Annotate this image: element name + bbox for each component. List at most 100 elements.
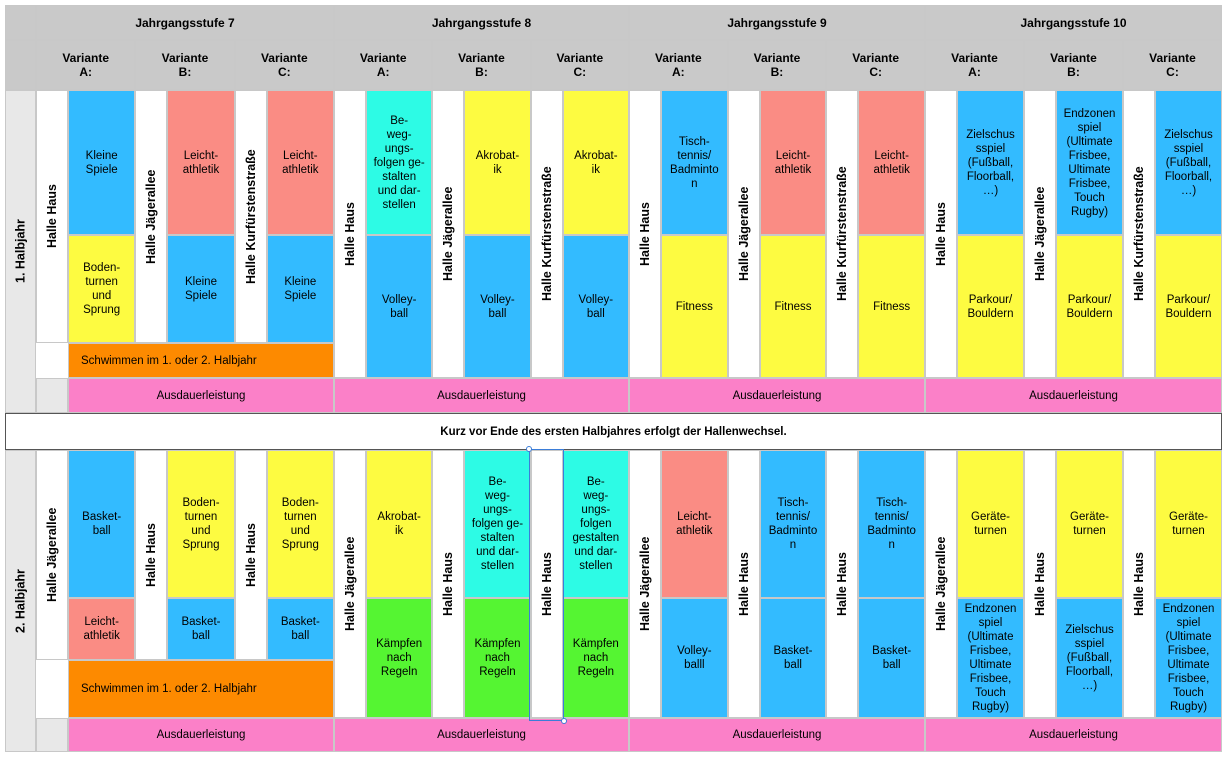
h2-activity-boden[interactable]: Boden- turnen und Sprung	[167, 450, 235, 598]
h1-hall-haus[interactable]: Halle Haus	[925, 90, 957, 378]
h1-ausdauer-bar[interactable]: Ausdauerleistung	[68, 378, 334, 413]
variant-header[interactable]: Variante C:	[530, 40, 629, 90]
h1-ausdauer-bar[interactable]: Ausdauerleistung	[629, 378, 925, 413]
h2-activity-kaempfen[interactable]: Kämpfen nach Regeln	[464, 598, 531, 718]
h1-activity-leicht[interactable]: Leicht- athletik	[759, 90, 827, 235]
variant-header[interactable]: Variante A:	[925, 40, 1024, 90]
variant-header[interactable]: Variante B:	[1024, 40, 1123, 90]
h2-activity-kaempfen[interactable]: Kämpfen nach Regeln	[366, 598, 433, 718]
variant-header[interactable]: Variante A:	[36, 40, 136, 90]
h2-activity-volley2[interactable]: Volley- balll	[661, 598, 728, 718]
h2-hall-jaeger[interactable]: Halle Jägerallee	[629, 450, 661, 718]
h2-activity-beweg_b[interactable]: Be- weg- ungs- folgen gestalten und dar-…	[562, 450, 629, 598]
h1-hall-haus[interactable]: Halle Haus	[334, 90, 366, 378]
h1-activity-parkour[interactable]: Parkour/ Bouldern	[1155, 235, 1222, 378]
grade-header[interactable]: Jahrgangsstufe 8	[334, 5, 629, 40]
h1-activity-volley[interactable]: Volley- ball	[366, 235, 433, 378]
h2-activity-basket[interactable]: Basket- ball	[858, 598, 925, 718]
h2-activity-zielschuss[interactable]: Zielschus sspiel (Fußball, Floorball, …)	[1056, 598, 1123, 718]
corner-cell[interactable]	[5, 5, 36, 40]
h2-hall-haus[interactable]: Halle Haus	[432, 450, 465, 718]
h1-hall-kurf[interactable]: Halle Kurfürstenstraße	[1123, 90, 1155, 378]
h2-hall-haus[interactable]: Halle Haus	[1123, 450, 1155, 718]
h1-hall-haus[interactable]: Halle Haus	[36, 90, 68, 343]
h2-activity-akro[interactable]: Akrobat- ik	[366, 450, 433, 598]
h1-activity-akro[interactable]: Akrobat- ik	[562, 90, 629, 235]
h1-activity-volley[interactable]: Volley- ball	[464, 235, 531, 378]
h1-hall-kurf[interactable]: Halle Kurfürstenstraße	[234, 90, 267, 343]
h2-activity-leicht[interactable]: Leicht- athletik	[68, 598, 136, 660]
h2-ausdauer-bar[interactable]: Ausdauerleistung	[334, 718, 629, 752]
h2-activity-kaempfen[interactable]: Kämpfen nach Regeln	[562, 598, 629, 718]
h1-activity-parkour[interactable]: Parkour/ Bouldern	[957, 235, 1024, 378]
h1-hall-jaeger[interactable]: Halle Jägerallee	[727, 90, 760, 378]
h1-activity-leicht[interactable]: Leicht- athletik	[167, 90, 235, 235]
h2-activity-geraete[interactable]: Geräte- turnen	[1155, 450, 1222, 598]
variant-header[interactable]: Variante B:	[432, 40, 531, 90]
h1-activity-beweg_a[interactable]: Be- weg- ungs- folgen ge- stalten und da…	[366, 90, 433, 235]
h1-activity-endzonen[interactable]: Endzonen spiel (Ultimate Frisbee, Ultima…	[1056, 90, 1123, 235]
h2-hall-haus[interactable]: Halle Haus	[530, 450, 563, 718]
h1-hall-kurf[interactable]: Halle Kurfürstenstraße	[826, 90, 859, 378]
h2-activity-basket[interactable]: Basket- ball	[759, 598, 827, 718]
h2-ausdauer-bar[interactable]: Ausdauerleistung	[925, 718, 1222, 752]
variant-header[interactable]: Variante C:	[234, 40, 334, 90]
h2-ausdauer-bar[interactable]: Ausdauerleistung	[629, 718, 925, 752]
variant-header[interactable]: Variante C:	[826, 40, 925, 90]
h1-activity-volley[interactable]: Volley- ball	[562, 235, 629, 378]
selection-handle[interactable]	[561, 718, 567, 724]
h1-activity-kleine[interactable]: Kleine Spiele	[266, 235, 334, 343]
empty-cell[interactable]	[36, 718, 68, 752]
h1-ausdauer-bar[interactable]: Ausdauerleistung	[925, 378, 1222, 413]
variant-header[interactable]: Variante C:	[1123, 40, 1222, 90]
h2-activity-tisch[interactable]: Tisch- tennis/ Badminto n	[858, 450, 925, 598]
h1-activity-leicht[interactable]: Leicht- athletik	[858, 90, 925, 235]
h1-activity-boden[interactable]: Boden- turnen und Sprung	[68, 235, 136, 343]
h2-activity-basket[interactable]: Basket- ball	[266, 598, 334, 660]
h1-hall-jaeger[interactable]: Halle Jägerallee	[135, 90, 168, 343]
h2-hall-haus[interactable]: Halle Haus	[234, 450, 267, 660]
variant-header[interactable]: Variante A:	[334, 40, 433, 90]
h2-activity-boden[interactable]: Boden- turnen und Sprung	[266, 450, 334, 598]
h2-activity-basket[interactable]: Basket- ball	[167, 598, 235, 660]
h1-hall-jaeger[interactable]: Halle Jägerallee	[432, 90, 465, 378]
corner-cell-2[interactable]	[5, 40, 36, 90]
h2-swimming-bar[interactable]: Schwimmen im 1. oder 2. Halbjahr	[68, 660, 334, 718]
hallenwechsel-note[interactable]: Kurz vor Ende des ersten Halbjahres erfo…	[5, 413, 1222, 450]
h1-activity-zielschuss[interactable]: Zielschus sspiel (Fußball, Floorball, …)	[957, 90, 1024, 235]
h2-activity-geraete[interactable]: Geräte- turnen	[1056, 450, 1123, 598]
variant-header[interactable]: Variante A:	[629, 40, 728, 90]
h2-activity-endzonen[interactable]: Endzonen spiel (Ultimate Frisbee, Ultima…	[957, 598, 1024, 718]
selection-handle[interactable]	[526, 446, 532, 452]
h2-activity-geraete[interactable]: Geräte- turnen	[957, 450, 1024, 598]
h2-hall-jaeger[interactable]: Halle Jägerallee	[334, 450, 366, 718]
h1-activity-kleine[interactable]: Kleine Spiele	[68, 90, 136, 235]
halfyear-label-2[interactable]: 2. Halbjahr	[5, 450, 36, 752]
h1-hall-jaeger[interactable]: Halle Jägerallee	[1024, 90, 1056, 378]
h1-activity-tisch[interactable]: Tisch- tennis/ Badminto n	[661, 90, 728, 235]
h2-activity-basket[interactable]: Basket- ball	[68, 450, 136, 598]
h1-activity-akro[interactable]: Akrobat- ik	[464, 90, 531, 235]
empty-cell[interactable]	[36, 378, 68, 413]
h1-activity-zielschuss[interactable]: Zielschus sspiel (Fußball, Floorball, …)	[1155, 90, 1222, 235]
h2-hall-haus[interactable]: Halle Haus	[727, 450, 760, 718]
halfyear-label-1[interactable]: 1. Halbjahr	[5, 90, 36, 413]
h1-hall-kurf[interactable]: Halle Kurfürstenstraße	[530, 90, 563, 378]
h1-swimming-bar[interactable]: Schwimmen im 1. oder 2. Halbjahr	[68, 343, 334, 378]
h1-activity-fitness[interactable]: Fitness	[858, 235, 925, 378]
h1-activity-parkour[interactable]: Parkour/ Bouldern	[1056, 235, 1123, 378]
h2-hall-jaeger[interactable]: Halle Jägerallee	[36, 450, 68, 660]
h2-hall-haus[interactable]: Halle Haus	[826, 450, 859, 718]
h2-activity-leicht[interactable]: Leicht- athletik	[661, 450, 728, 598]
grade-header[interactable]: Jahrgangsstufe 10	[925, 5, 1222, 40]
variant-header[interactable]: Variante B:	[135, 40, 235, 90]
h2-activity-tisch[interactable]: Tisch- tennis/ Badminto n	[759, 450, 827, 598]
h1-activity-fitness[interactable]: Fitness	[661, 235, 728, 378]
h1-ausdauer-bar[interactable]: Ausdauerleistung	[334, 378, 629, 413]
grade-header[interactable]: Jahrgangsstufe 9	[629, 5, 925, 40]
h2-activity-endzonen[interactable]: Endzonen spiel (Ultimate Frisbee, Ultima…	[1155, 598, 1222, 718]
h1-hall-haus[interactable]: Halle Haus	[629, 90, 661, 378]
h2-hall-haus[interactable]: Halle Haus	[1024, 450, 1056, 718]
h2-hall-haus[interactable]: Halle Haus	[135, 450, 168, 660]
h2-ausdauer-bar[interactable]: Ausdauerleistung	[68, 718, 334, 752]
